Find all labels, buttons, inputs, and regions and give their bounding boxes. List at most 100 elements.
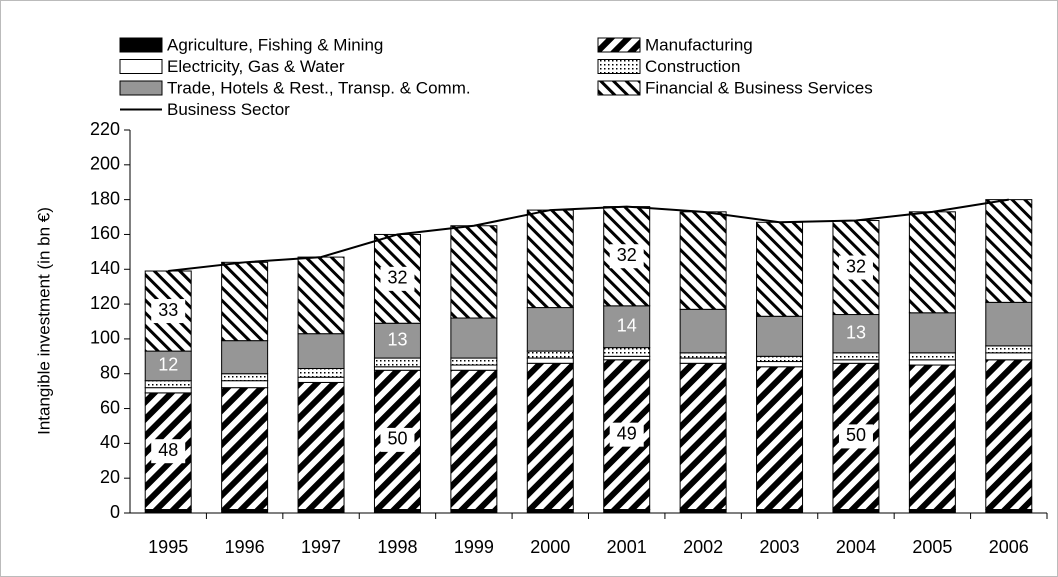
bar-segment bbox=[450, 225, 498, 319]
bar-segment bbox=[756, 221, 804, 317]
bar-segment bbox=[297, 381, 345, 511]
bar-segment bbox=[603, 355, 651, 361]
y-tick-label: 200 bbox=[90, 154, 120, 174]
data-label: 13 bbox=[846, 322, 866, 342]
x-tick-label: 2001 bbox=[607, 537, 647, 557]
y-tick-label: 60 bbox=[100, 397, 120, 417]
bar-segment bbox=[985, 301, 1033, 347]
legend-label: Construction bbox=[645, 57, 740, 76]
y-tick-label: 180 bbox=[90, 188, 120, 208]
bar-segment bbox=[679, 509, 727, 514]
bar-segment bbox=[756, 509, 804, 514]
y-tick-label: 140 bbox=[90, 258, 120, 278]
data-label-box bbox=[151, 299, 186, 324]
data-label: 13 bbox=[387, 329, 407, 349]
bar-segment bbox=[908, 359, 956, 366]
data-label-box bbox=[609, 422, 644, 447]
bar-segment bbox=[144, 350, 192, 382]
data-label: 32 bbox=[617, 245, 637, 265]
legend-label: Trade, Hotels & Rest., Transp. & Comm. bbox=[167, 78, 471, 97]
y-axis-title: Intangible investment (in bn €) bbox=[34, 207, 53, 435]
x-tick-label: 1995 bbox=[148, 537, 188, 557]
bar-segment bbox=[144, 509, 192, 514]
data-label: 32 bbox=[846, 256, 866, 276]
bar-segment bbox=[297, 509, 345, 514]
bar-segment bbox=[985, 345, 1033, 354]
bar-segment bbox=[679, 352, 727, 359]
bar-segment bbox=[832, 352, 880, 361]
bar-segment bbox=[526, 509, 574, 514]
x-tick-label: 2006 bbox=[989, 537, 1029, 557]
bar-segment bbox=[526, 350, 574, 359]
bar-segment bbox=[144, 387, 192, 394]
data-label-box bbox=[838, 255, 873, 280]
bar-segment bbox=[679, 357, 727, 364]
data-label: 49 bbox=[617, 423, 637, 443]
x-tick-label: 1999 bbox=[454, 537, 494, 557]
bar-segment bbox=[756, 366, 804, 511]
y-tick-label: 40 bbox=[100, 432, 120, 452]
bar-segment bbox=[221, 340, 269, 375]
data-label-box bbox=[151, 439, 186, 464]
bar-segment bbox=[603, 305, 651, 349]
bar-segment bbox=[908, 364, 956, 511]
bar-segment bbox=[985, 352, 1033, 361]
legend-label: Electricity, Gas & Water bbox=[167, 57, 345, 76]
x-tick-label: 2003 bbox=[760, 537, 800, 557]
bar-segment bbox=[373, 366, 421, 371]
bar-segment bbox=[373, 322, 421, 359]
data-label: 14 bbox=[617, 315, 637, 335]
bar-segment bbox=[221, 387, 269, 511]
y-tick-label: 120 bbox=[90, 293, 120, 313]
y-tick-label: 160 bbox=[90, 223, 120, 243]
bar-segment bbox=[450, 357, 498, 366]
x-tick-label: 2005 bbox=[912, 537, 952, 557]
y-tick-label: 0 bbox=[110, 502, 120, 522]
bar-segment bbox=[985, 359, 1033, 511]
bar-segment bbox=[679, 362, 727, 511]
data-label: 48 bbox=[158, 440, 178, 460]
bar-segment bbox=[450, 364, 498, 371]
legend-swatch bbox=[119, 80, 163, 96]
x-tick-label: 1997 bbox=[301, 537, 341, 557]
bar-segment bbox=[908, 312, 956, 354]
legend-swatch bbox=[597, 37, 641, 53]
data-label: 32 bbox=[387, 268, 407, 288]
legend-label: Business Sector bbox=[167, 100, 290, 119]
data-label: 12 bbox=[158, 355, 178, 375]
data-label: 33 bbox=[158, 300, 178, 320]
y-tick-label: 220 bbox=[90, 119, 120, 139]
bar-segment bbox=[832, 359, 880, 364]
bar-segment bbox=[526, 307, 574, 352]
legend-label: Financial & Business Services bbox=[645, 78, 873, 97]
legend-swatch bbox=[119, 59, 163, 74]
bar-segment bbox=[297, 368, 345, 378]
bar-segment bbox=[603, 347, 651, 357]
y-tick-label: 100 bbox=[90, 328, 120, 348]
legend-label: Manufacturing bbox=[645, 35, 753, 54]
bar-segment bbox=[985, 199, 1033, 303]
bar-segment bbox=[221, 373, 269, 382]
legend-swatch bbox=[597, 80, 641, 96]
data-label-box bbox=[380, 427, 415, 452]
bar-segment bbox=[603, 509, 651, 514]
data-label-box bbox=[380, 266, 415, 291]
x-tick-label: 2004 bbox=[836, 537, 876, 557]
bar-segment bbox=[221, 380, 269, 389]
bar-segment bbox=[450, 369, 498, 511]
y-tick-label: 80 bbox=[100, 362, 120, 382]
data-label-box bbox=[838, 424, 873, 449]
bar-segment bbox=[908, 211, 956, 314]
bar-segment bbox=[373, 357, 421, 368]
bar-segment bbox=[450, 317, 498, 359]
bar-segment bbox=[985, 509, 1033, 514]
bar-segment bbox=[221, 509, 269, 514]
bar-segment bbox=[756, 355, 804, 363]
bar-segment bbox=[221, 261, 269, 342]
bar-segment bbox=[908, 352, 956, 361]
line bbox=[168, 198, 1009, 273]
bar-segment bbox=[756, 315, 804, 357]
bar-segment bbox=[526, 209, 574, 309]
bar-segment bbox=[526, 362, 574, 511]
